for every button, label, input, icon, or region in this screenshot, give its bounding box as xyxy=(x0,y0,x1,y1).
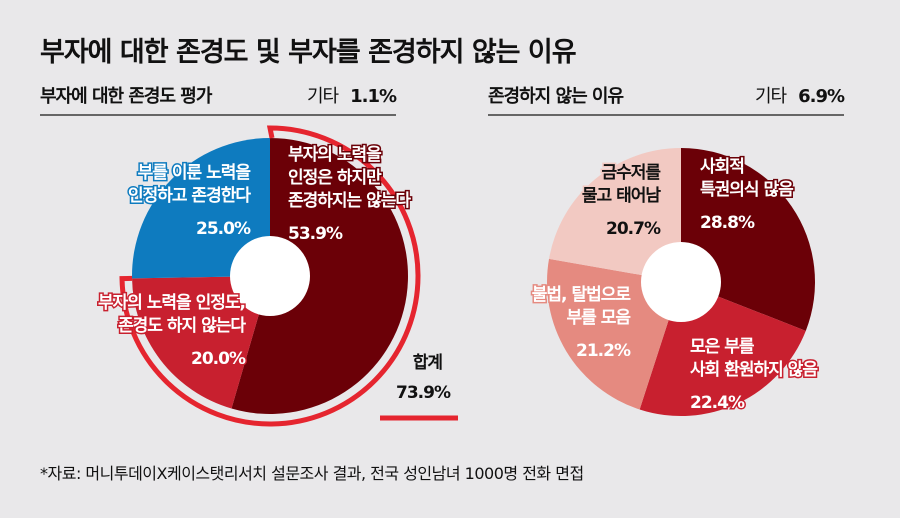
right-chart-title: 존경하지 않는 이유 xyxy=(488,86,624,107)
slice-value: 21.2% xyxy=(576,341,631,361)
left-other-value: 1.1% xyxy=(350,86,397,107)
slice-value: 25.0% xyxy=(196,219,251,239)
pie-slice xyxy=(132,138,270,279)
right-chart-header: 존경하지 않는 이유 기타 6.9% xyxy=(488,82,845,116)
slice-label: 불법, 탈법으로 부를 모음 xyxy=(532,284,632,328)
slice-value: 20.0% xyxy=(191,349,246,369)
slice-label: 금수저를 물고 태어남 xyxy=(582,163,661,206)
slice-value: 20.7% xyxy=(606,219,661,239)
donut-hole xyxy=(641,242,721,322)
slice-label: 부를 이룬 노력을 인정하고 존경한다 xyxy=(128,163,251,206)
pie-slice xyxy=(231,138,408,414)
source-footnote: *자료: 머니투데이X케이스탯리서치 설문조사 결과, 전국 성인남녀 1000… xyxy=(40,464,584,483)
pie-slice xyxy=(132,276,270,409)
total-value: 73.9% xyxy=(396,383,451,403)
donut-hole xyxy=(230,236,310,316)
total-label: 합계 xyxy=(413,352,443,373)
left-other-label: 기타 xyxy=(306,86,339,107)
pie-slice xyxy=(549,148,681,282)
slice-value: 22.4% xyxy=(690,393,745,413)
left-chart-header: 부자에 대한 존경도 평가 기타 1.1% xyxy=(40,82,397,116)
slice-value: 53.9% xyxy=(288,224,343,244)
right-other-label: 기타 xyxy=(754,86,787,107)
left-chart-title: 부자에 대한 존경도 평가 xyxy=(40,86,212,107)
right-other-value: 6.9% xyxy=(798,86,845,107)
slice-label: 부자의 노력을 인정도, 존경도 하지 않는다 xyxy=(98,293,246,336)
slice-label: 사회적 특권의식 많음 xyxy=(700,157,794,200)
page-title: 부자에 대한 존경도 및 부자를 존경하지 않는 이유 xyxy=(40,37,577,68)
slice-label: 모은 부를 사회 환원하지 않음 xyxy=(690,337,818,380)
slice-value: 28.8% xyxy=(700,213,755,233)
slice-label: 부자의 노력을 인정은 하지만 존경하지는 않는다 xyxy=(288,145,411,211)
total-outline-arc xyxy=(119,125,421,427)
